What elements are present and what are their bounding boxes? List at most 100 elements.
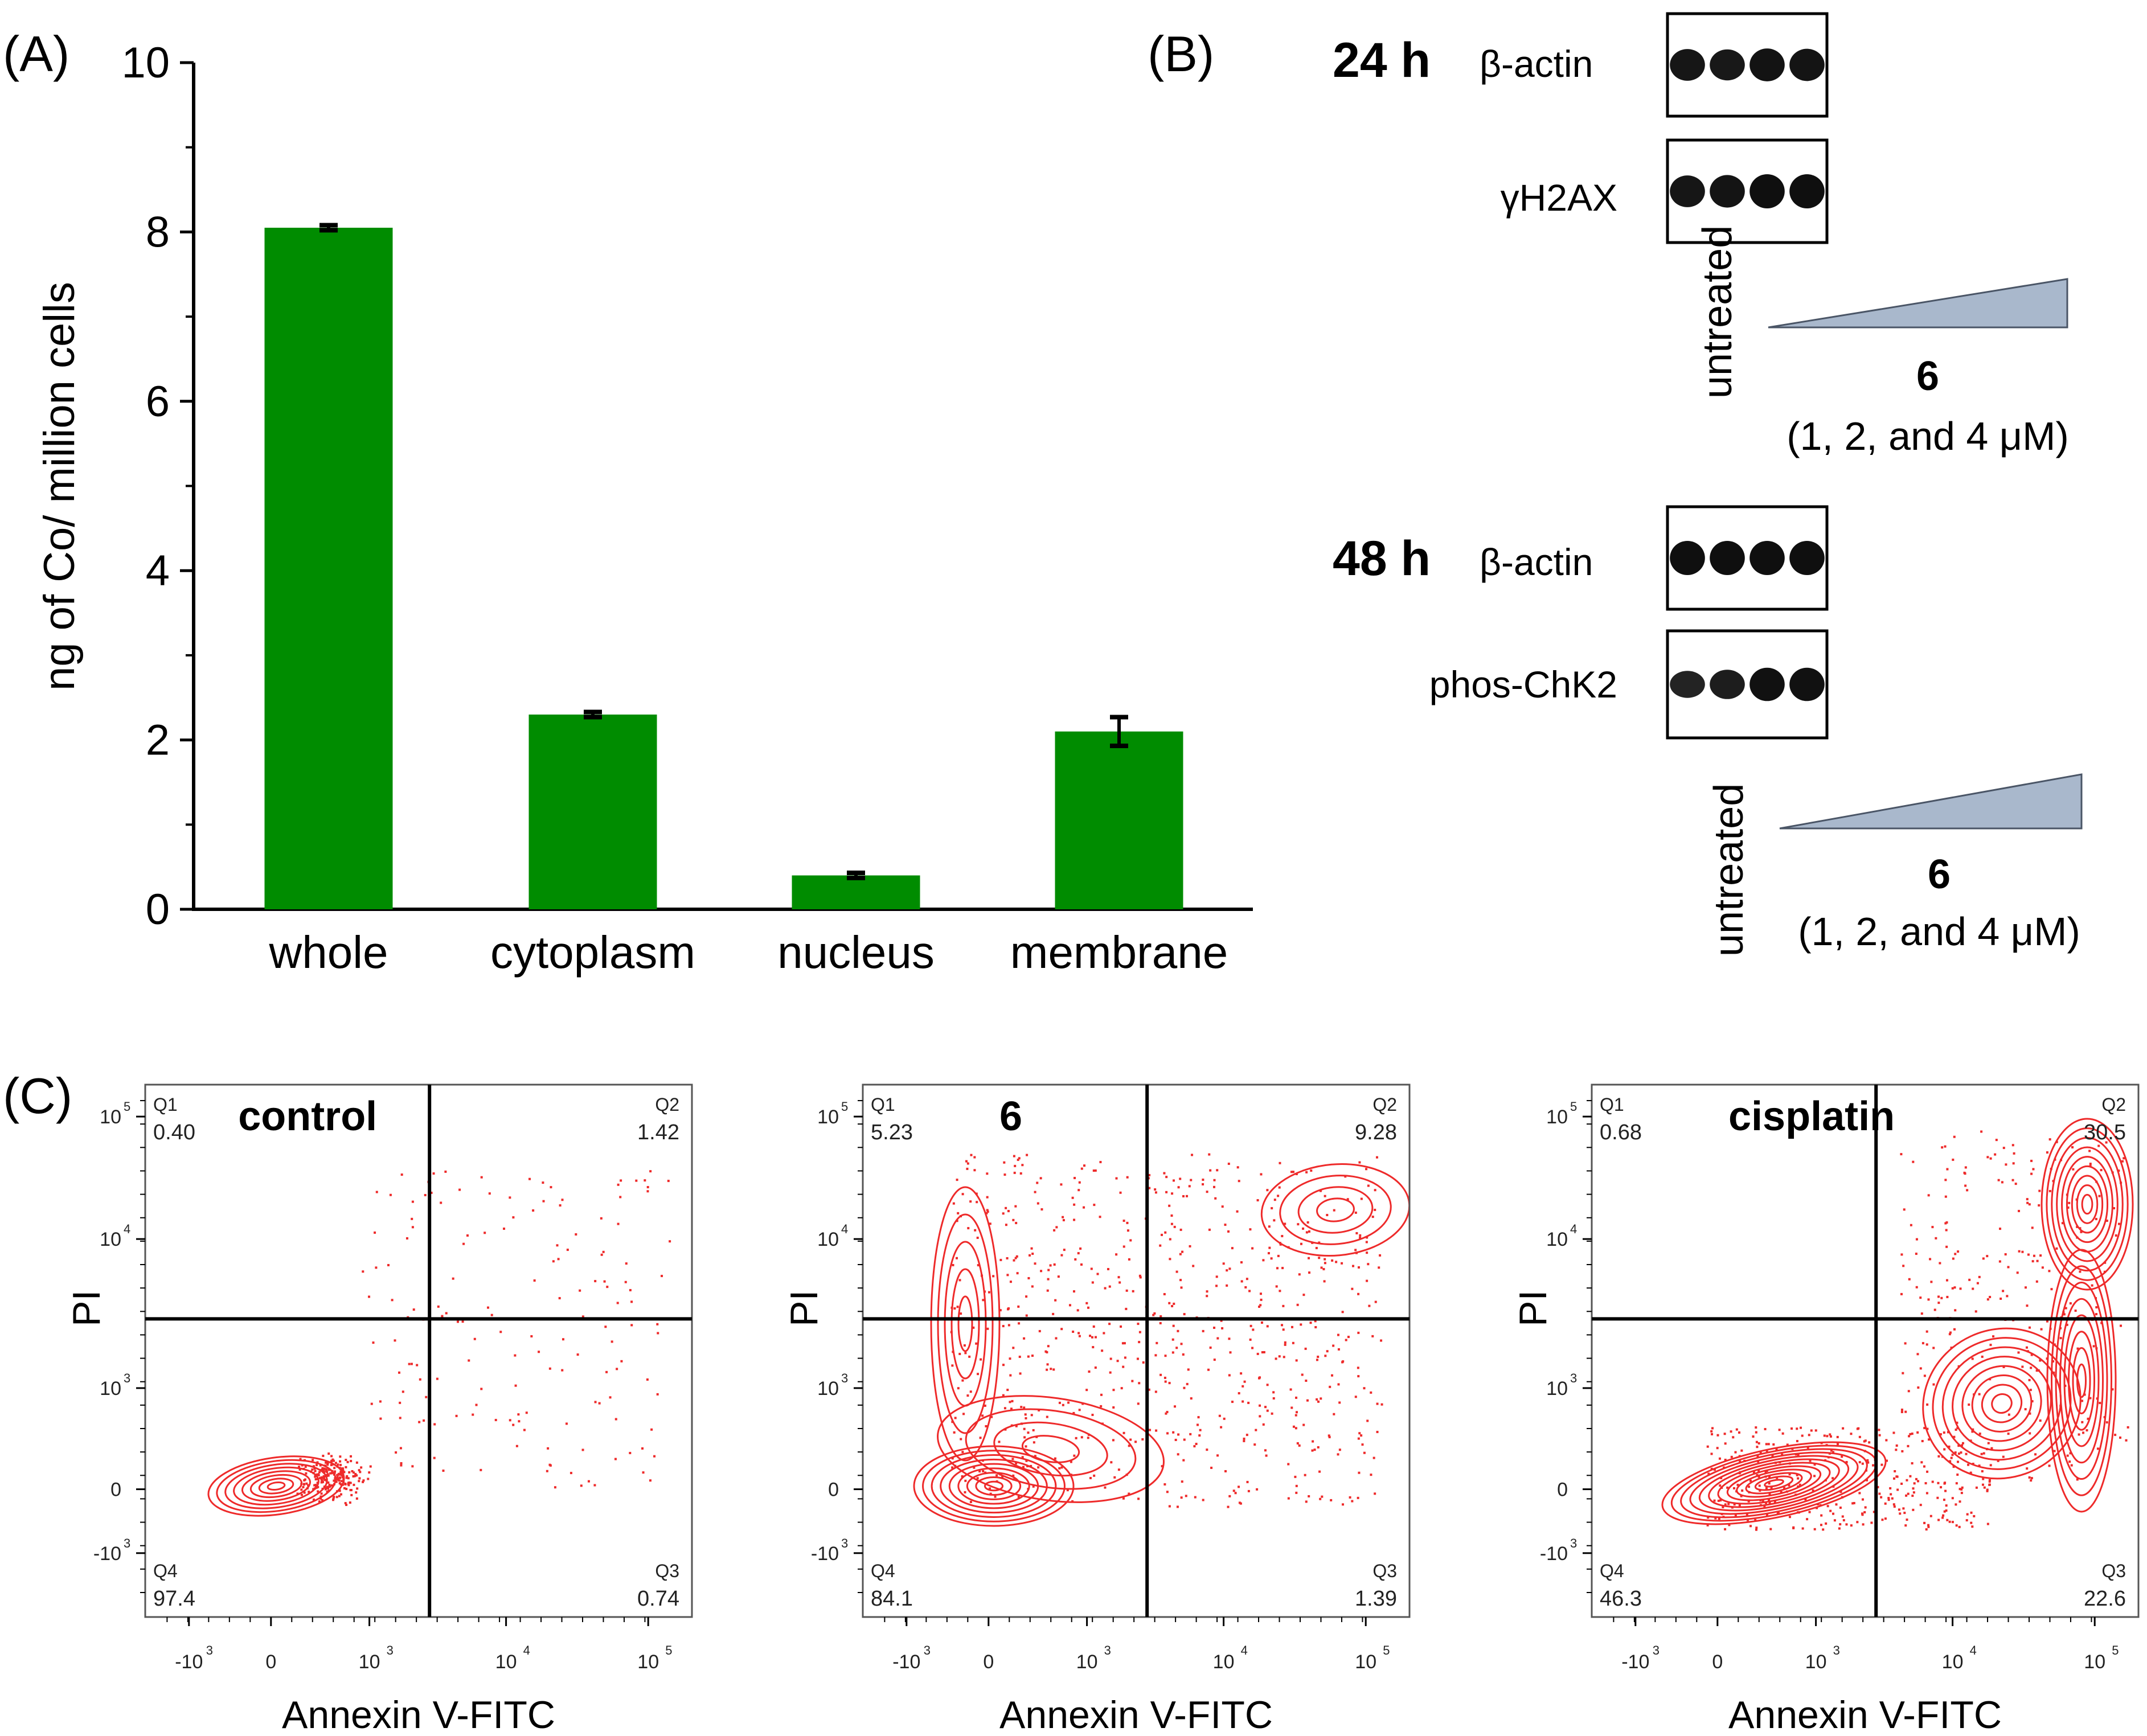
event-dot xyxy=(1228,1267,1231,1270)
event-dot xyxy=(1790,1427,1793,1430)
x-tick-label: 10 xyxy=(1805,1651,1827,1673)
plot-frame xyxy=(1591,1084,2140,1618)
event-dot xyxy=(1755,1440,1758,1443)
event-dot xyxy=(1032,1441,1035,1444)
event-dot xyxy=(1126,1176,1129,1179)
event-dot xyxy=(1338,1448,1341,1451)
quadrant-value-q3: 1.39 xyxy=(1355,1587,1397,1611)
event-dot xyxy=(2067,1206,2070,1209)
event-dot xyxy=(1887,1499,1890,1501)
event-dot xyxy=(2036,1259,2039,1262)
event-dot xyxy=(298,1466,301,1468)
event-dot xyxy=(1927,1525,1930,1528)
event-dot xyxy=(1916,1353,1919,1356)
event-dot xyxy=(1365,1168,1368,1171)
event-dot xyxy=(1374,1208,1376,1211)
event-dot xyxy=(360,1466,363,1469)
event-dot xyxy=(1298,1444,1301,1447)
event-dot xyxy=(1835,1503,1838,1506)
event-dot xyxy=(594,1280,597,1283)
event-dot xyxy=(321,1468,323,1471)
event-dot xyxy=(1988,1480,1991,1483)
event-dot xyxy=(1361,1443,1364,1446)
event-dot xyxy=(2024,1286,2027,1289)
event-dot xyxy=(1367,1184,1370,1187)
event-dot xyxy=(333,1496,335,1499)
y-tick-label: -10 xyxy=(1540,1543,1568,1565)
event-dot xyxy=(1887,1497,1890,1500)
event-dot xyxy=(1718,1457,1721,1460)
event-dot xyxy=(1911,1495,1914,1497)
category-label-whole: whole xyxy=(268,927,388,978)
event-dot xyxy=(411,1226,414,1229)
event-dot xyxy=(1279,1243,1282,1246)
event-dot xyxy=(1924,1482,1927,1485)
event-dot xyxy=(1830,1449,1833,1452)
event-dot xyxy=(320,1492,323,1495)
event-dot xyxy=(1716,1434,1719,1437)
event-dot xyxy=(1945,1221,1948,1224)
event-dot xyxy=(355,1474,358,1477)
event-dot xyxy=(1088,1370,1091,1373)
event-dot xyxy=(532,1209,535,1212)
beta-actin-48h-band-lane-2 xyxy=(1710,541,1745,575)
event-dot xyxy=(1187,1368,1190,1371)
event-dot xyxy=(327,1452,330,1455)
event-dot xyxy=(445,1312,448,1315)
event-dot xyxy=(964,1479,967,1482)
event-dot xyxy=(1063,1249,1066,1251)
event-dot xyxy=(338,1489,341,1492)
y-tick-exponent: 5 xyxy=(124,1099,130,1114)
event-dot xyxy=(1019,1172,1022,1175)
event-dot xyxy=(1213,1179,1216,1181)
event-dot xyxy=(326,1474,329,1476)
event-dot xyxy=(1165,1176,1168,1179)
event-dot xyxy=(976,1201,978,1204)
event-dot xyxy=(1171,1351,1174,1354)
quadrant-value-q2: 1.42 xyxy=(637,1121,679,1144)
event-dot xyxy=(1025,1445,1027,1448)
event-dot xyxy=(988,1291,990,1294)
event-dot xyxy=(1209,1169,1212,1172)
event-dot xyxy=(1919,1296,1922,1299)
event-dot xyxy=(1359,1234,1362,1237)
event-dot xyxy=(1012,1347,1015,1349)
event-dot xyxy=(1964,1172,1966,1175)
event-dot xyxy=(1916,1431,1919,1434)
event-dot xyxy=(2018,1209,2021,1212)
event-dot xyxy=(616,1368,618,1370)
event-dot xyxy=(1943,1510,1946,1513)
contour-line xyxy=(207,1455,345,1517)
event-dot xyxy=(1808,1434,1810,1437)
event-dot xyxy=(1856,1427,1859,1430)
event-dot xyxy=(1955,1503,1957,1506)
contour-line xyxy=(2063,1314,2100,1447)
event-dot xyxy=(1077,1252,1080,1255)
x-tick-label: 10 xyxy=(2084,1651,2105,1673)
event-dot xyxy=(322,1469,325,1472)
event-dot xyxy=(960,1438,962,1440)
event-dot xyxy=(319,1464,322,1467)
event-dot xyxy=(1970,1511,1973,1514)
event-dot xyxy=(1134,1440,1137,1443)
event-dot xyxy=(1806,1446,1809,1449)
event-dot xyxy=(2041,1266,2044,1269)
event-dot xyxy=(314,1470,317,1472)
event-dot xyxy=(1083,1206,1085,1209)
event-dot xyxy=(2017,1351,2020,1354)
event-dot xyxy=(1960,1492,1963,1495)
event-dot xyxy=(1945,1509,1948,1512)
event-dot xyxy=(620,1179,622,1182)
event-dot xyxy=(1306,1221,1309,1224)
event-dot xyxy=(1945,1229,1948,1232)
beta-actin-48h-band-lane-1 xyxy=(1670,541,1705,575)
event-dot xyxy=(1380,1403,1383,1406)
event-dot xyxy=(1317,1356,1320,1359)
event-dot xyxy=(300,1493,303,1496)
event-dot xyxy=(1845,1523,1848,1526)
event-dot xyxy=(1971,1525,1974,1528)
event-dot xyxy=(1863,1440,1866,1443)
event-dot xyxy=(319,1497,322,1500)
event-dot xyxy=(1231,1247,1234,1250)
event-dot xyxy=(1765,1513,1768,1516)
